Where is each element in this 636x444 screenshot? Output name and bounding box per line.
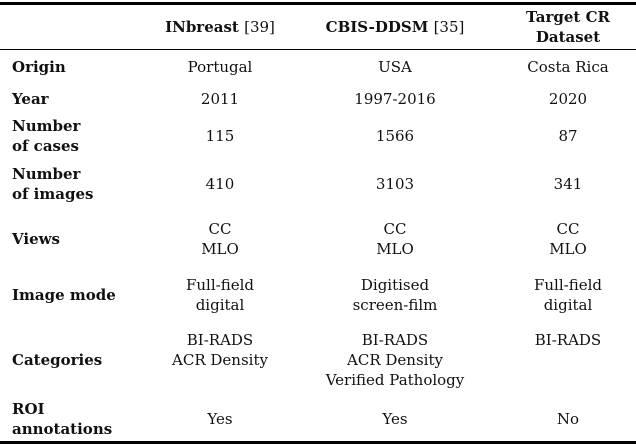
cell-text: Full-field (185, 275, 254, 294)
table-cell: Yes (290, 397, 500, 443)
header-target-cr: Target CR Dataset (500, 4, 636, 50)
cell-text: CC (208, 219, 232, 238)
cell-text: digital (543, 295, 593, 314)
cell-text: Costa Rica (527, 57, 609, 76)
table-row-roi-annotations: ROI annotations Yes Yes No (0, 397, 636, 443)
cell-text: No (556, 409, 580, 428)
dataset-name-line: Target CR (526, 8, 610, 26)
row-label: Categories (0, 323, 150, 397)
cell-text: screen-film (352, 295, 438, 314)
cell-text: 2020 (548, 89, 588, 108)
citation-ref: [35] (433, 18, 465, 36)
row-label-text: annotations (12, 419, 113, 438)
cell-text: ACR Density (347, 350, 443, 369)
cell-text: 410 (205, 175, 235, 193)
table-cell: 410 (150, 158, 290, 211)
row-label: Year (0, 84, 150, 114)
header-row: INbreast [39] CBIS-DDSM [35] Target CR Da… (0, 4, 636, 50)
row-label-text: Year (12, 89, 49, 108)
table-cell: No (500, 397, 636, 443)
cell-text: Yes (382, 409, 408, 428)
cell-text: MLO (376, 239, 414, 258)
cell-text: BI-RADS (534, 330, 602, 349)
row-label: Image mode (0, 267, 150, 323)
header-cbis-ddsm: CBIS-DDSM [35] (290, 4, 500, 50)
table-row-origin: Origin Portugal USA Costa Rica (0, 50, 636, 84)
cell-text: 1997-2016 (354, 89, 436, 108)
cell-text: 115 (205, 126, 235, 145)
table-row-year: Year 2011 1997-2016 2020 (0, 84, 636, 114)
cell-text: Verified Pathology (325, 370, 465, 389)
row-label-text: Categories (12, 350, 103, 369)
cell-text: Portugal (187, 57, 253, 76)
cell-text: 341 (553, 175, 583, 193)
table-cell: Full-field digital (500, 267, 636, 323)
cell-text: ACR Density (172, 350, 268, 369)
row-label-text: Origin (12, 57, 66, 76)
dataset-name: CBIS-DDSM (325, 18, 429, 36)
table-row-views: Views CC MLO CC MLO CC MLO (0, 211, 636, 267)
row-label: ROI annotations (0, 397, 150, 443)
citation-ref: [39] (244, 18, 275, 36)
cell-text: BI-RADS (361, 330, 429, 349)
cell-text: MLO (549, 239, 587, 258)
dataset-name-line: Dataset (535, 28, 601, 46)
row-label: Number of cases (0, 114, 150, 158)
table-cell: USA (290, 50, 500, 84)
row-label-text: Image mode (12, 285, 116, 304)
table-cell: BI-RADS ACR Density (150, 323, 290, 397)
header-empty-cell (0, 4, 150, 50)
cell-text: USA (378, 57, 412, 76)
cell-text: Full-field (533, 275, 602, 294)
table-row-number-of-cases: Number of cases 115 1566 87 (0, 114, 636, 158)
row-label: Origin (0, 50, 150, 84)
table-cell: 1997-2016 (290, 84, 500, 114)
table-cell: Portugal (150, 50, 290, 84)
table-cell: Full-field digital (150, 267, 290, 323)
cell-text: digital (195, 295, 245, 314)
cell-text: 1566 (375, 126, 415, 145)
table-cell: CC MLO (290, 211, 500, 267)
table-cell: CC MLO (500, 211, 636, 267)
table-header: INbreast [39] CBIS-DDSM [35] Target CR Da… (0, 4, 636, 50)
row-label-text: Number (12, 165, 81, 183)
row-label-text: of cases (12, 136, 79, 155)
dataset-name: INbreast (165, 18, 239, 36)
table-row-number-of-images: Number of images 410 3103 341 (0, 158, 636, 211)
cell-text: 2011 (200, 89, 240, 108)
cell-text: CC (556, 219, 580, 238)
table-cell: BI-RADS (500, 323, 636, 397)
cell-text: Yes (207, 409, 233, 428)
cell-text: 3103 (375, 175, 415, 193)
cell-text: Digitised (360, 275, 430, 294)
table-cell: 2020 (500, 84, 636, 114)
cell-text: 87 (558, 126, 578, 145)
table-row-categories: Categories BI-RADS ACR Density BI-RADS ACR… (0, 323, 636, 397)
table-cell: Yes (150, 397, 290, 443)
table-row-image-mode: Image mode Full-field digital Digitised sc… (0, 267, 636, 323)
table-cell: 3103 (290, 158, 500, 211)
header-inbreast: INbreast [39] (150, 4, 290, 50)
table-cell: Digitised screen-film (290, 267, 500, 323)
row-label: Views (0, 211, 150, 267)
table-cell: BI-RADS ACR Density Verified Pathology (290, 323, 500, 397)
table-cell: Costa Rica (500, 50, 636, 84)
cell-text: CC (383, 219, 407, 238)
row-label-text: Views (12, 229, 60, 248)
row-label-text: ROI (12, 399, 45, 418)
row-label: Number of images (0, 158, 150, 211)
table-cell: 2011 (150, 84, 290, 114)
row-label-text: Number (12, 116, 81, 135)
cell-text: BI-RADS (186, 330, 254, 349)
cell-text: MLO (201, 239, 239, 258)
table-cell: 341 (500, 158, 636, 211)
table-body: Origin Portugal USA Costa Rica Year 2011… (0, 50, 636, 443)
table-cell: CC MLO (150, 211, 290, 267)
table-cell: 87 (500, 114, 636, 158)
table-cell: 1566 (290, 114, 500, 158)
table-cell: 115 (150, 114, 290, 158)
row-label-text: of images (12, 185, 94, 203)
